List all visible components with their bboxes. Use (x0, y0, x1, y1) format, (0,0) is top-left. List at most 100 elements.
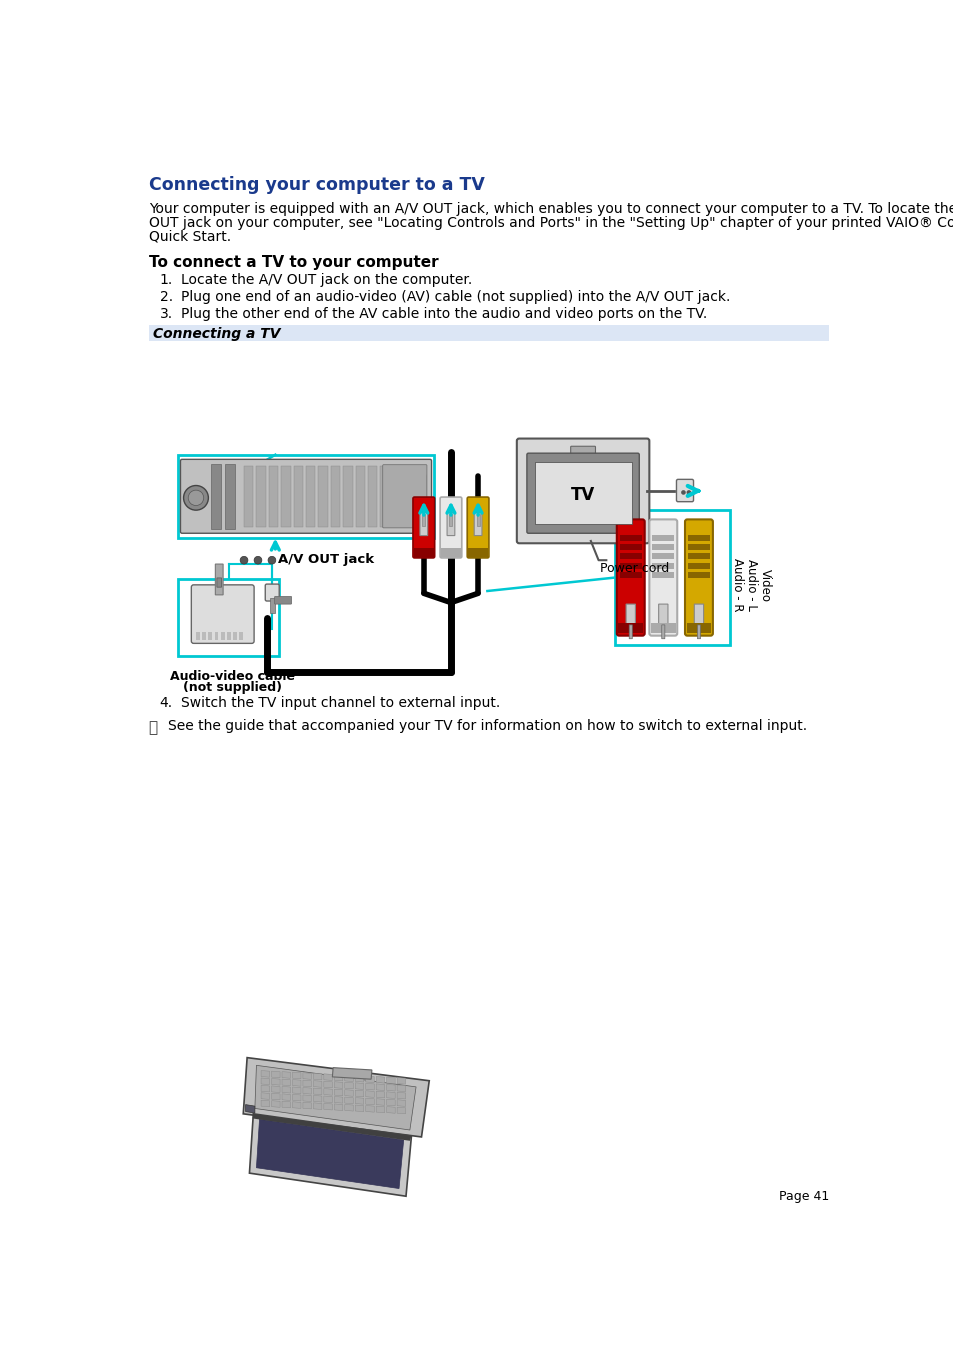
Polygon shape (386, 1100, 395, 1106)
Text: TV: TV (570, 486, 595, 504)
Text: Quick Start.: Quick Start. (149, 230, 231, 245)
FancyBboxPatch shape (652, 544, 674, 550)
Text: To connect a TV to your computer: To connect a TV to your computer (149, 254, 437, 269)
Circle shape (188, 490, 204, 505)
Circle shape (268, 557, 275, 565)
Polygon shape (334, 1082, 342, 1089)
Polygon shape (344, 1082, 353, 1089)
FancyBboxPatch shape (215, 565, 223, 594)
Text: Connecting your computer to a TV: Connecting your computer to a TV (149, 176, 484, 195)
FancyBboxPatch shape (355, 466, 365, 527)
Text: Audio - R: Audio - R (730, 558, 743, 612)
FancyBboxPatch shape (570, 446, 595, 457)
Polygon shape (272, 1093, 280, 1100)
Polygon shape (344, 1105, 353, 1111)
Polygon shape (365, 1098, 374, 1105)
Polygon shape (272, 1101, 280, 1108)
FancyBboxPatch shape (687, 554, 709, 559)
Polygon shape (323, 1089, 332, 1096)
Polygon shape (249, 1113, 411, 1196)
Polygon shape (375, 1084, 384, 1090)
Text: Video: Video (759, 569, 771, 601)
Polygon shape (303, 1088, 311, 1094)
Polygon shape (261, 1070, 270, 1077)
Polygon shape (396, 1085, 405, 1092)
Circle shape (240, 557, 248, 565)
Polygon shape (245, 1105, 254, 1113)
Polygon shape (253, 1113, 411, 1140)
Circle shape (183, 485, 208, 511)
FancyBboxPatch shape (368, 466, 377, 527)
FancyBboxPatch shape (619, 535, 641, 540)
Polygon shape (365, 1090, 374, 1097)
FancyBboxPatch shape (149, 340, 828, 684)
FancyBboxPatch shape (619, 554, 641, 559)
Text: Your computer is equipped with an A/V OUT jack, which enables you to connect you: Your computer is equipped with an A/V OU… (149, 203, 953, 216)
Text: Page 41: Page 41 (778, 1190, 828, 1204)
Text: Connecting a TV: Connecting a TV (153, 327, 280, 340)
Polygon shape (355, 1082, 363, 1089)
FancyBboxPatch shape (684, 519, 712, 636)
Text: Switch the TV input channel to external input.: Switch the TV input channel to external … (181, 696, 500, 709)
FancyBboxPatch shape (212, 463, 220, 528)
Polygon shape (334, 1097, 342, 1104)
FancyBboxPatch shape (687, 544, 709, 550)
Circle shape (680, 490, 685, 494)
FancyBboxPatch shape (686, 623, 711, 632)
Polygon shape (323, 1081, 332, 1088)
FancyBboxPatch shape (208, 632, 212, 639)
Polygon shape (386, 1092, 395, 1098)
Polygon shape (272, 1078, 280, 1085)
Polygon shape (332, 1067, 372, 1079)
Polygon shape (334, 1104, 342, 1111)
Polygon shape (282, 1086, 291, 1093)
FancyBboxPatch shape (281, 466, 291, 527)
Polygon shape (344, 1097, 353, 1104)
FancyBboxPatch shape (687, 562, 709, 569)
Text: 3.: 3. (159, 307, 172, 322)
Polygon shape (261, 1093, 270, 1100)
Polygon shape (293, 1088, 301, 1093)
FancyBboxPatch shape (318, 466, 328, 527)
Circle shape (686, 490, 691, 494)
FancyBboxPatch shape (440, 549, 460, 557)
FancyBboxPatch shape (617, 519, 644, 636)
FancyBboxPatch shape (676, 480, 693, 501)
FancyBboxPatch shape (202, 632, 206, 639)
FancyBboxPatch shape (178, 580, 278, 657)
Polygon shape (272, 1086, 280, 1093)
Polygon shape (334, 1074, 342, 1081)
FancyBboxPatch shape (380, 466, 390, 527)
FancyBboxPatch shape (178, 455, 434, 538)
FancyBboxPatch shape (220, 632, 224, 639)
FancyBboxPatch shape (256, 466, 266, 527)
Polygon shape (282, 1101, 291, 1108)
Polygon shape (243, 1058, 429, 1138)
Text: See the guide that accompanied your TV for information on how to switch to exter: See the guide that accompanied your TV f… (168, 719, 806, 732)
FancyBboxPatch shape (476, 513, 479, 526)
FancyBboxPatch shape (615, 511, 729, 644)
FancyBboxPatch shape (694, 604, 703, 631)
FancyBboxPatch shape (652, 535, 674, 540)
FancyBboxPatch shape (534, 462, 631, 524)
FancyBboxPatch shape (149, 326, 828, 340)
Polygon shape (303, 1079, 311, 1086)
Polygon shape (396, 1106, 405, 1113)
FancyBboxPatch shape (661, 626, 664, 639)
FancyBboxPatch shape (652, 571, 674, 578)
Polygon shape (375, 1077, 384, 1084)
Polygon shape (256, 1119, 403, 1189)
Polygon shape (313, 1081, 321, 1088)
FancyBboxPatch shape (650, 623, 675, 632)
Polygon shape (293, 1094, 301, 1101)
FancyBboxPatch shape (468, 549, 488, 557)
FancyBboxPatch shape (227, 632, 231, 639)
FancyBboxPatch shape (619, 571, 641, 578)
Polygon shape (323, 1074, 332, 1081)
Polygon shape (303, 1094, 311, 1101)
FancyBboxPatch shape (517, 439, 649, 543)
Text: 1.: 1. (159, 273, 172, 286)
FancyBboxPatch shape (306, 466, 315, 527)
Polygon shape (344, 1090, 353, 1096)
FancyBboxPatch shape (649, 519, 677, 636)
